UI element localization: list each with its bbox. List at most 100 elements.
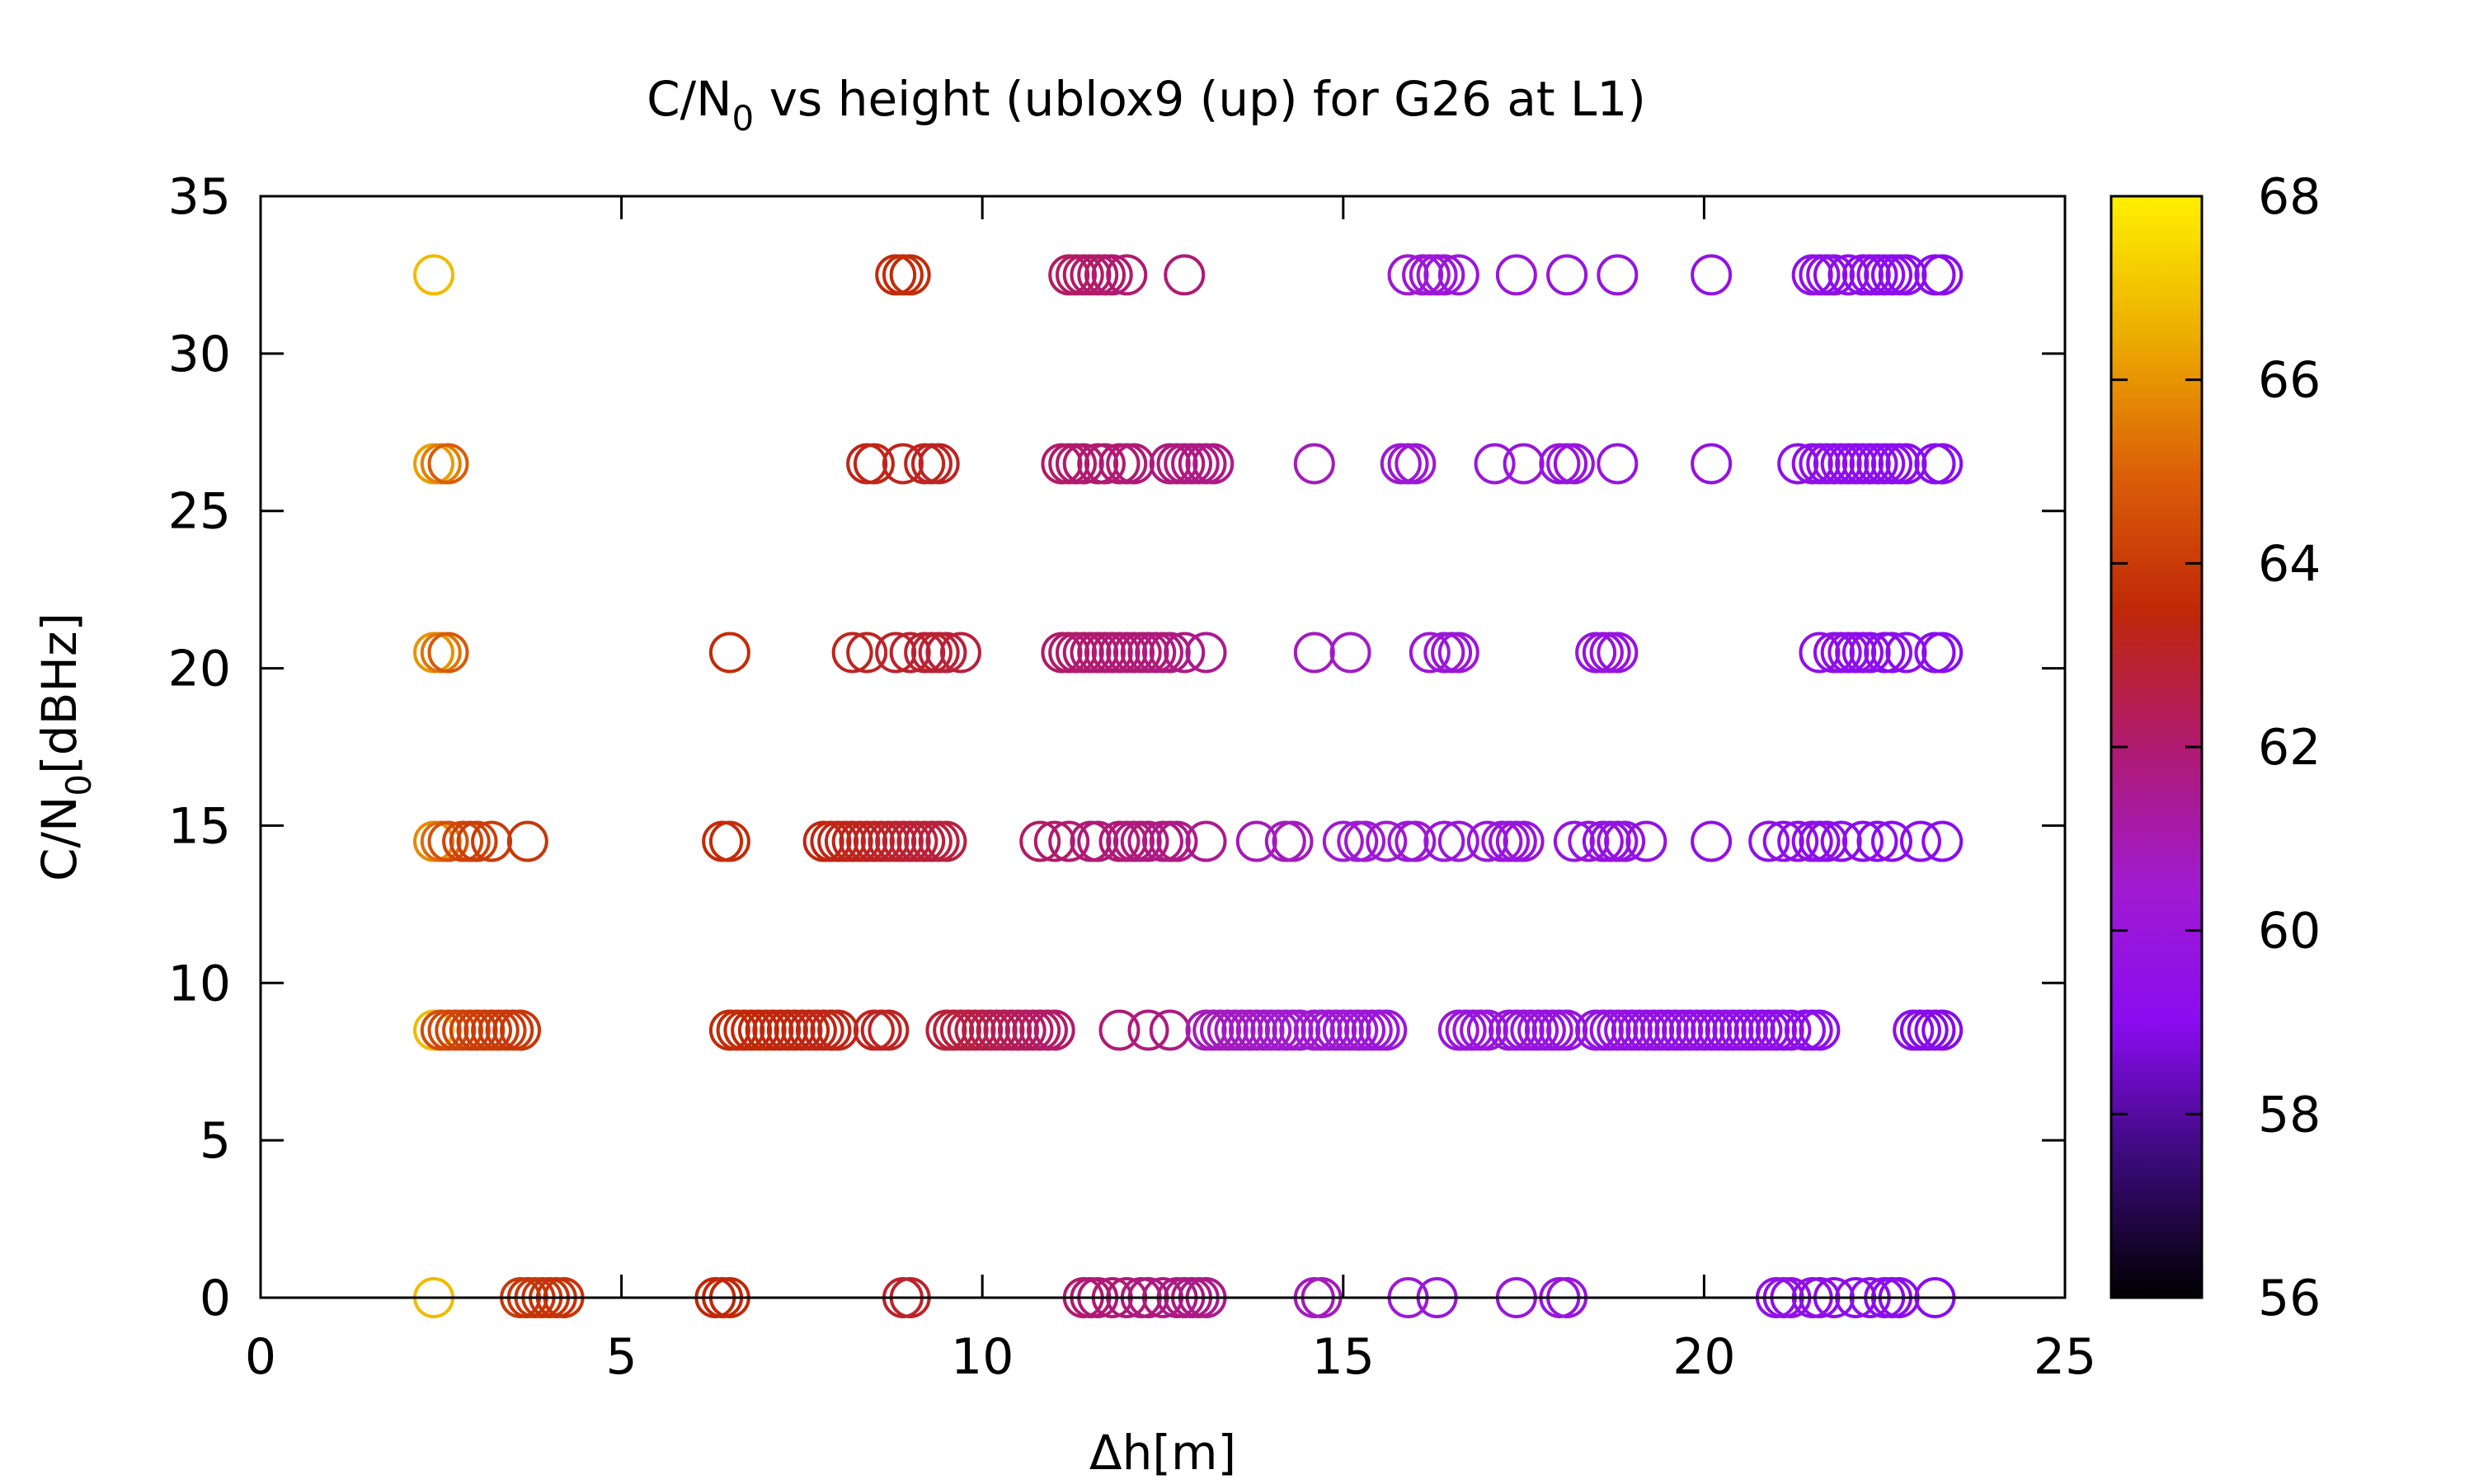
data-point — [925, 820, 967, 862]
data-point — [456, 820, 498, 862]
x-tick-label: 20 — [1672, 1328, 1735, 1386]
data-point — [1409, 632, 1451, 674]
data-point — [506, 820, 548, 862]
data-point — [1293, 443, 1335, 485]
data-point — [1604, 820, 1646, 862]
x-tick-label: 10 — [951, 1328, 1014, 1386]
data-point — [925, 632, 967, 674]
data-point — [1597, 443, 1639, 485]
data-point — [1597, 254, 1639, 296]
data-point — [1474, 443, 1516, 485]
data-point — [1921, 1009, 1964, 1051]
data-point — [1691, 443, 1733, 485]
chart-title: C/N0 vs height (ublox9 (up) for G26 at L… — [647, 71, 1646, 139]
data-point — [1098, 1009, 1141, 1051]
x-tick-label: 15 — [1312, 1328, 1375, 1386]
data-point — [1033, 820, 1075, 862]
data-point — [1366, 820, 1408, 862]
data-point — [846, 632, 888, 674]
data-point — [427, 443, 469, 485]
data-points — [413, 254, 1964, 1318]
colorbar-tick-label: 58 — [2258, 1086, 2321, 1144]
data-point — [817, 1009, 859, 1051]
data-point — [1546, 254, 1588, 296]
data-point — [1885, 632, 1927, 674]
colorbar-axis: 56 58 60 62 64 66 68 — [2111, 168, 2321, 1327]
data-point — [1921, 820, 1964, 862]
data-point — [1423, 254, 1465, 296]
data-point — [1568, 820, 1610, 862]
data-point — [1048, 820, 1090, 862]
chart-title-main: C/N — [647, 71, 731, 127]
data-point — [1149, 632, 1191, 674]
data-point — [1344, 820, 1386, 862]
data-point — [1870, 632, 1912, 674]
y-axis: 0 5 10 15 20 25 30 35 — [168, 168, 2065, 1327]
x-tick-label: 25 — [2034, 1328, 2096, 1386]
data-point — [1272, 820, 1314, 862]
data-point — [1164, 632, 1206, 674]
data-point — [427, 820, 469, 862]
data-point — [1770, 1009, 1812, 1051]
data-point — [1841, 820, 1884, 862]
data-point — [471, 820, 513, 862]
data-point — [1466, 820, 1508, 862]
data-point — [1466, 1009, 1508, 1051]
data-point — [1899, 820, 1941, 862]
data-point — [1019, 820, 1061, 862]
y-tick-label: 20 — [168, 641, 231, 698]
data-point — [1597, 632, 1639, 674]
data-point — [1777, 443, 1819, 485]
plot-frame — [259, 195, 2067, 1299]
data-point — [1777, 820, 1819, 862]
y-tick-label: 5 — [200, 1112, 231, 1170]
data-point — [1423, 820, 1465, 862]
data-point — [882, 443, 924, 485]
data-point — [1437, 254, 1479, 296]
data-point — [1691, 820, 1733, 862]
data-point — [831, 632, 873, 674]
data-point — [1885, 254, 1927, 296]
data-point — [413, 254, 455, 296]
y-axis-label-subscript: 0 — [59, 774, 99, 796]
data-point — [1691, 254, 1733, 296]
data-point — [1856, 820, 1898, 862]
y-axis-label-rest: [dBHz] — [31, 613, 87, 774]
data-point — [1033, 1009, 1075, 1051]
data-point — [1921, 443, 1964, 485]
data-point — [1553, 443, 1595, 485]
data-point — [1156, 820, 1198, 862]
data-point — [1806, 820, 1848, 862]
data-point — [500, 1009, 542, 1051]
data-point — [1112, 443, 1155, 485]
data-point — [1106, 254, 1148, 296]
y-tick-label: 25 — [168, 483, 231, 541]
data-point — [1921, 254, 1964, 296]
colorbar-tick-label: 66 — [2258, 352, 2321, 410]
data-point — [1503, 443, 1545, 485]
data-point — [939, 632, 981, 674]
data-point — [1192, 443, 1235, 485]
data-point — [875, 632, 917, 674]
data-point — [1329, 632, 1371, 674]
data-point — [427, 632, 469, 674]
data-point — [1091, 254, 1133, 296]
data-point — [1885, 443, 1927, 485]
chart-title-subscript: 0 — [732, 98, 755, 139]
colorbar-tick-label: 60 — [2258, 903, 2321, 960]
data-point — [1062, 443, 1104, 485]
data-point — [1546, 1009, 1588, 1051]
data-point — [1748, 820, 1790, 862]
colorbar-tick-label: 64 — [2258, 535, 2321, 593]
data-point — [889, 254, 931, 296]
y-tick-label: 15 — [168, 797, 231, 855]
data-point — [853, 443, 895, 485]
data-point — [1127, 820, 1169, 862]
data-point — [1799, 1009, 1841, 1051]
y-tick-label: 10 — [168, 955, 231, 1012]
data-point — [1235, 820, 1277, 862]
data-point — [1625, 820, 1667, 862]
data-point — [918, 443, 960, 485]
data-point — [1185, 820, 1227, 862]
